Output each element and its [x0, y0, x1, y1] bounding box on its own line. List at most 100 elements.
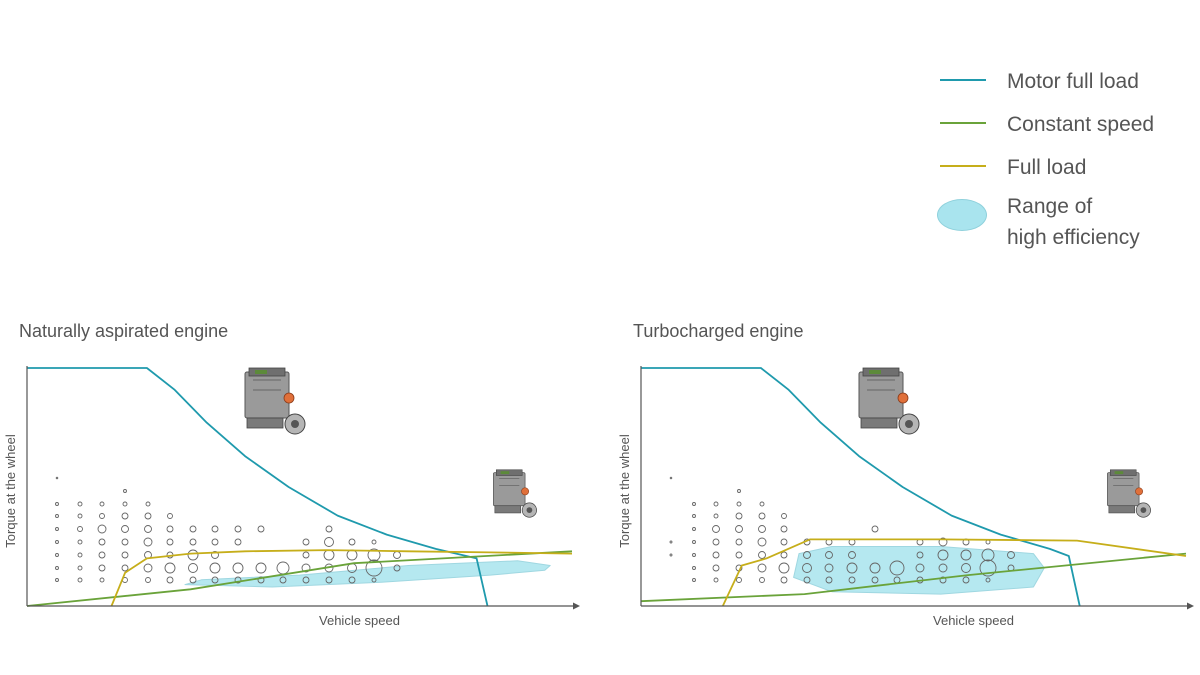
x-axis-label: Vehicle speed [933, 613, 1014, 628]
operating-point [979, 559, 997, 577]
operating-point [257, 525, 265, 533]
operating-point [325, 576, 333, 584]
legend-label: Motor full load [1007, 70, 1139, 93]
series-line-motor-full-load [641, 367, 1081, 607]
engine-block [244, 371, 290, 419]
operating-point [960, 549, 972, 561]
operating-point [77, 539, 83, 545]
operating-point [77, 552, 83, 558]
engine-pulley-hub [1140, 507, 1147, 513]
operating-point [257, 576, 265, 584]
operating-point [692, 566, 696, 570]
operating-point [55, 540, 59, 544]
operating-point [758, 512, 766, 520]
operating-point [211, 538, 219, 546]
operating-point [348, 538, 356, 546]
operating-point [166, 576, 174, 584]
operating-point [759, 577, 765, 583]
operating-point [167, 513, 173, 519]
engine-icon [244, 367, 306, 435]
operating-point [371, 577, 377, 583]
operating-point [713, 513, 719, 519]
operating-point [143, 563, 153, 573]
operating-point [803, 551, 811, 559]
legend-swatch-motor-full-load [940, 79, 986, 81]
y-axis-label: Torque at the wheel [3, 434, 18, 548]
engine-base [1108, 505, 1136, 514]
legend-item-motor-full-load: Motor full load [936, 62, 1186, 105]
operating-point [669, 476, 673, 480]
series-line-constant-speed [26, 550, 573, 607]
operating-point [1007, 551, 1015, 559]
operating-point [121, 525, 129, 533]
operating-point [939, 576, 947, 584]
operating-point [145, 577, 151, 583]
operating-point [55, 553, 59, 557]
operating-point [77, 526, 83, 532]
engine-icon [858, 367, 920, 435]
engine-base [494, 505, 522, 514]
operating-point [962, 576, 970, 584]
operating-point [735, 525, 743, 533]
operating-point [780, 525, 788, 533]
operating-point [736, 577, 742, 583]
engine-detail [869, 370, 881, 374]
operating-point [692, 527, 696, 531]
legend-swatch-constant-speed [940, 122, 986, 124]
operating-point [393, 564, 401, 572]
engine-block [858, 371, 904, 419]
operating-point [77, 501, 83, 507]
legend-swatch-full-load [940, 165, 986, 167]
engine-pulley-hub [905, 420, 913, 428]
operating-point [55, 566, 59, 570]
operating-point [393, 551, 401, 559]
operating-point [758, 525, 766, 533]
operating-point [757, 563, 767, 573]
operating-point [98, 538, 106, 546]
operating-point [232, 562, 244, 574]
engine-block [493, 472, 526, 507]
operating-point [981, 548, 995, 562]
operating-point [166, 525, 174, 533]
operating-point [915, 563, 925, 573]
operating-point [712, 525, 720, 533]
operating-point [144, 525, 152, 533]
operating-point [692, 553, 696, 557]
operating-point [234, 525, 242, 533]
operating-point [759, 501, 765, 507]
operating-point [189, 576, 197, 584]
operating-point [144, 512, 152, 520]
operating-point [121, 512, 129, 520]
operating-point [99, 513, 105, 519]
operating-point [279, 576, 287, 584]
operating-point [302, 551, 310, 559]
operating-point [99, 501, 105, 507]
chart-turbocharged: Vehicle speed Torque at the wheel [617, 366, 1194, 628]
operating-point [824, 563, 834, 573]
operating-point [301, 563, 311, 573]
operating-point [55, 476, 59, 480]
operating-point [164, 562, 176, 574]
operating-point [692, 514, 696, 518]
operating-point [802, 563, 812, 573]
legend-label: Full load [1007, 156, 1087, 179]
series-line-full-load [721, 538, 1187, 607]
operating-point [209, 562, 221, 574]
operating-point [55, 514, 59, 518]
operating-point [803, 576, 811, 584]
legend-item-full-load: Full load [936, 148, 1186, 191]
legend-item-high-efficiency: Range of high efficiency [936, 191, 1186, 261]
operating-point [325, 525, 333, 533]
engine-detail [283, 392, 295, 404]
operating-point [55, 502, 59, 506]
operating-point [121, 538, 129, 546]
operating-point [189, 538, 197, 546]
operating-point [848, 551, 856, 559]
operating-point [757, 537, 767, 547]
legend: Motor full load Constant speed Full load… [936, 62, 1186, 261]
operating-point [97, 524, 107, 534]
engine-detail [897, 392, 909, 404]
operating-point [735, 512, 743, 520]
operating-point [123, 489, 127, 493]
operating-point [781, 513, 787, 519]
